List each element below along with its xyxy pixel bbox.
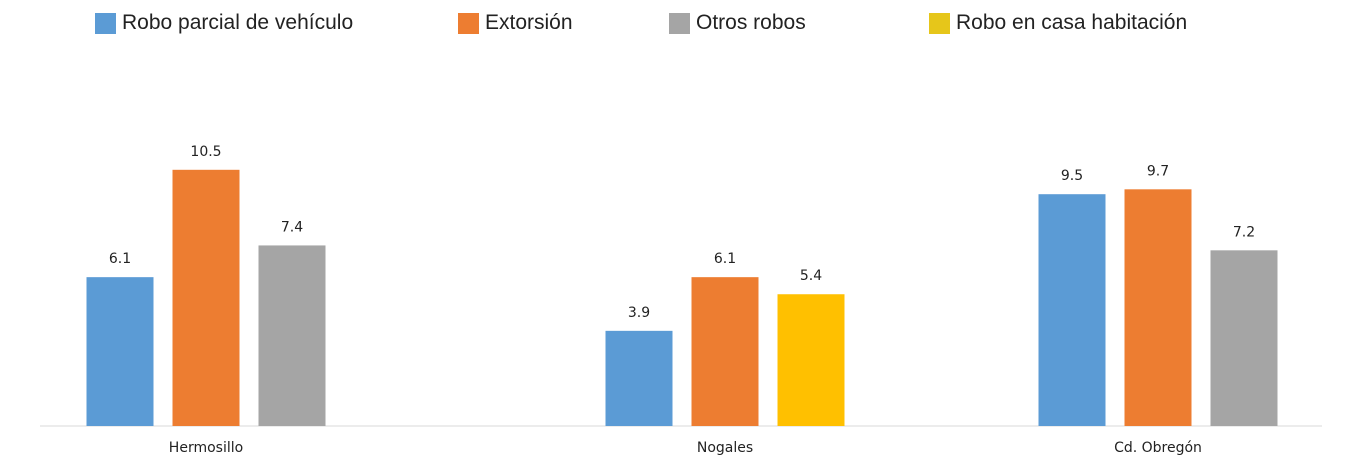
data-label-nogales-robo-en-casa-habitacion: 5.4 [800,268,822,284]
data-label-cd-obregon-otros-robos: 7.2 [1233,224,1255,240]
legend-item-otros-robos: Otros robos [669,8,806,38]
bar-nogales-robo-parcial-de-vehiculo [605,330,673,426]
chart-legend: Robo parcial de vehículo Extorsión Otros… [0,8,1359,38]
data-label-hermosillo-robo-parcial-de-vehiculo: 6.1 [109,251,131,267]
bars-group [86,169,1278,427]
bar-hermosillo-robo-parcial-de-vehiculo [86,277,154,426]
legend-label: Otros robos [696,11,806,34]
legend-item-robo-parcial: Robo parcial de vehículo [95,8,353,38]
data-label-nogales-robo-parcial-de-vehiculo: 3.9 [628,305,650,321]
category-label-cd-obregon: Cd. Obregón [1114,440,1202,456]
legend-label: Robo parcial de vehículo [122,11,354,34]
legend-item-extorsion: Extorsión [458,8,573,38]
data-label-nogales-extorsion: 6.1 [714,251,736,267]
data-label-cd-obregon-robo-parcial-de-vehiculo: 9.5 [1061,168,1083,184]
legend-swatch [95,12,116,34]
category-label-hermosillo: Hermosillo [169,440,243,456]
labels-group: 6.1 10.5 7.4 Hermosillo 3.9 6.1 5.4 Nogales 9.5 9… [109,144,1255,456]
bar-hermosillo-otros-robos [258,245,326,426]
bar-nogales-robo-en-casa-habitacion [777,294,845,426]
data-label-hermosillo-extorsion: 10.5 [190,144,221,160]
legend-label: Robo en casa habitación [956,11,1188,34]
bar-nogales-extorsion [691,277,759,426]
data-label-cd-obregon-extorsion: 9.7 [1147,163,1169,179]
category-label-nogales: Nogales [697,440,753,456]
legend-swatch [669,12,690,34]
bar-cd-obregon-robo-parcial-de-vehiculo [1038,194,1106,426]
bar-cd-obregon-otros-robos [1210,250,1278,426]
bar-cd-obregon-extorsion [1124,189,1192,426]
data-label-hermosillo-otros-robos: 7.4 [281,219,303,235]
legend-swatch [929,12,950,34]
bar-hermosillo-extorsion [172,169,240,427]
legend-item-robo-casa: Robo en casa habitación [929,8,1187,38]
legend-swatch [458,12,479,34]
legend-label: Extorsión [485,11,573,34]
